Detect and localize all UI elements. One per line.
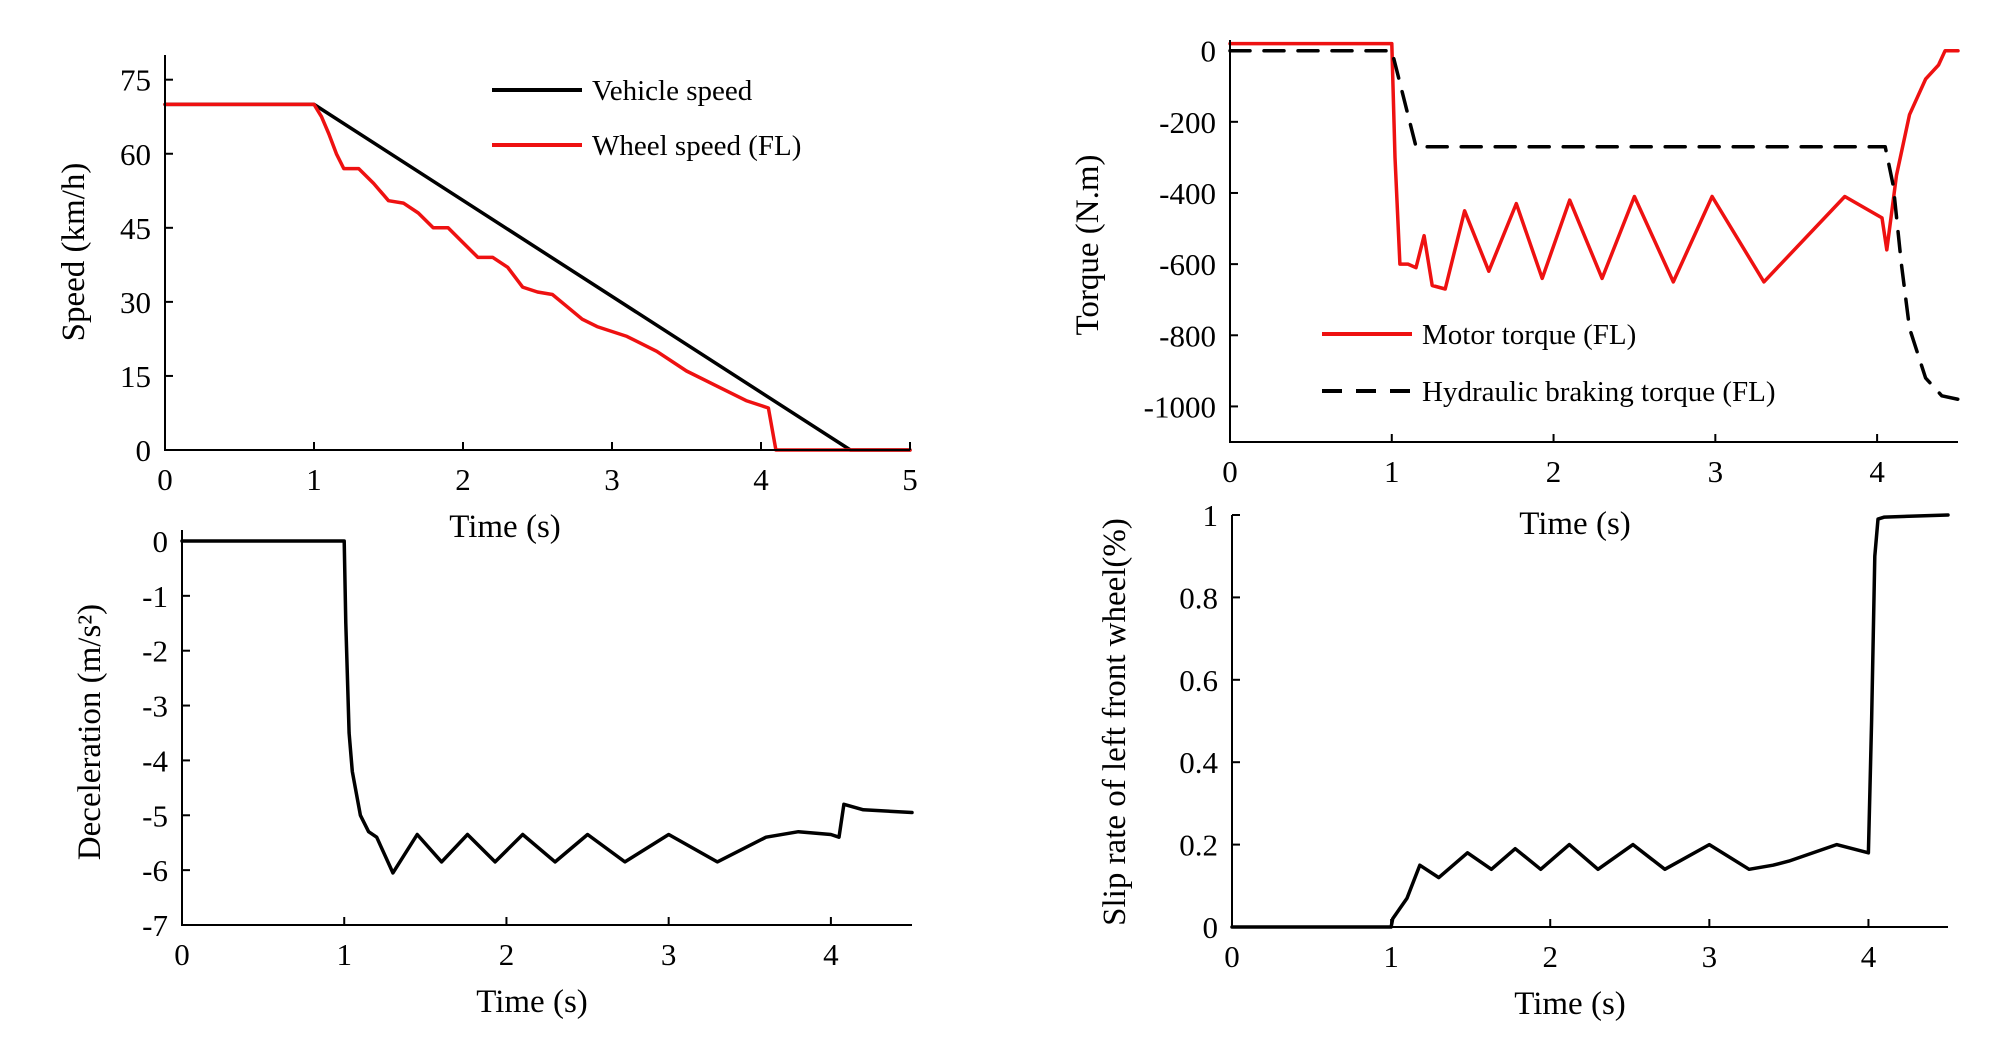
slip-y-tick-label: 0	[1203, 910, 1219, 945]
speed-legend: Vehicle speed Wheel speed (FL)	[492, 75, 801, 162]
slip-x-tick-label: 4	[1861, 939, 1877, 974]
speed-x-tick-label: 3	[604, 462, 620, 497]
slip-x-tick-label: 0	[1224, 939, 1240, 974]
speed-y-tick-label: 0	[136, 433, 152, 468]
legend-label-hydraulic-torque: Hydraulic braking torque (FL)	[1422, 376, 1776, 408]
torque-x-tick-label: 2	[1546, 454, 1562, 489]
slip-y-tick-label: 0.4	[1179, 745, 1218, 780]
deceleration-x-tick-label: 3	[661, 937, 677, 972]
torque-y-tick-label: -200	[1159, 105, 1216, 140]
deceleration-y-tick-label: -1	[142, 579, 168, 614]
torque-x-tick-label: 3	[1708, 454, 1724, 489]
torque-series	[1228, 41, 1960, 402]
legend-label-motor-torque: Motor torque (FL)	[1422, 319, 1636, 351]
deceleration-y-tick-label: -7	[142, 908, 168, 943]
deceleration-x-ticks: 0 1 2 3 4	[174, 917, 839, 972]
deceleration-series	[180, 539, 914, 875]
slip-x-tick-label: 3	[1702, 939, 1718, 974]
speed-axes	[164, 55, 910, 451]
torque-y-tick-label: -400	[1159, 176, 1216, 211]
deceleration-y-tick-label: 0	[153, 524, 169, 559]
deceleration-x-tick-label: 2	[499, 937, 515, 972]
torque-x-tick-label: 1	[1384, 454, 1400, 489]
slip-rate-axes	[1231, 515, 1948, 928]
torque-x-tick-label: 4	[1869, 454, 1885, 489]
speed-x-axis-label: Time (s)	[449, 509, 561, 545]
slip-rate-x-axis-label: Time (s)	[1514, 986, 1626, 1022]
slip-rate-chart: 0 1 2 3 4 0 0.2 0.4 0.6 0.8 1 Time (s) Slip rate …	[1097, 498, 1950, 1022]
deceleration-y-tick-label: -5	[142, 798, 168, 833]
slip-rate-series	[1230, 513, 1950, 929]
deceleration-axes	[181, 530, 912, 926]
slip-rate-y-axis-label: Slip rate of left front wheel(%)	[1097, 518, 1133, 926]
slip-x-tick-label: 2	[1542, 939, 1558, 974]
speed-x-tick-label: 1	[306, 462, 322, 497]
deceleration-x-tick-label: 0	[174, 937, 190, 972]
torque-series-line-1	[1228, 48, 1960, 402]
slip-y-tick-label: 0.8	[1179, 580, 1218, 615]
deceleration-y-tick-label: -4	[142, 743, 168, 778]
deceleration-chart: 0 1 2 3 4 0 -1 -2 -3 -4 -5 -6 -7 Time (s) Decelerat…	[72, 524, 914, 1020]
slip-y-tick-label: 0.2	[1179, 828, 1218, 863]
speed-x-tick-label: 2	[455, 462, 471, 497]
deceleration-y-axis-label: Deceleration (m/s²)	[72, 604, 108, 860]
deceleration-x-tick-label: 4	[823, 937, 839, 972]
speed-y-ticks: 0 15 30 45 60 75	[120, 63, 173, 468]
speed-y-tick-label: 15	[120, 359, 151, 394]
deceleration-y-tick-label: -6	[142, 853, 168, 888]
speed-x-tick-label: 4	[753, 462, 769, 497]
slip-rate-x-ticks: 0 1 2 3 4	[1224, 919, 1877, 974]
torque-x-axis-label: Time (s)	[1519, 506, 1631, 542]
torque-y-tick-label: -800	[1159, 318, 1216, 353]
deceleration-x-tick-label: 1	[336, 937, 352, 972]
legend-label-wheel-speed: Wheel speed (FL)	[592, 130, 801, 162]
slip-y-tick-label: 0.6	[1179, 663, 1218, 698]
torque-y-tick-label: -1000	[1144, 389, 1216, 424]
deceleration-series-line-0	[180, 539, 914, 875]
speed-y-tick-label: 45	[120, 211, 151, 246]
speed-series-line-1	[163, 102, 912, 452]
slip-series-line-0	[1230, 513, 1950, 929]
speed-x-ticks: 0 1 2 3 4 5	[157, 442, 918, 497]
speed-x-tick-label: 0	[157, 462, 173, 497]
deceleration-y-tick-label: -3	[142, 689, 168, 724]
torque-y-tick-label: 0	[1201, 34, 1217, 69]
speed-y-axis-label: Speed (km/h)	[56, 163, 92, 342]
torque-series-line-0	[1228, 41, 1960, 291]
deceleration-y-tick-label: -2	[142, 634, 168, 669]
torque-legend: Motor torque (FL) Hydraulic braking torq…	[1322, 319, 1776, 408]
torque-y-ticks: 0 -200 -400 -600 -800 -1000	[1144, 34, 1238, 424]
slip-y-tick-label: 1	[1203, 498, 1219, 533]
speed-x-tick-label: 5	[902, 462, 918, 497]
torque-x-tick-label: 0	[1222, 454, 1238, 489]
torque-y-axis-label: Torque (N.m)	[1070, 155, 1106, 336]
speed-y-tick-label: 30	[120, 285, 151, 320]
slip-rate-y-ticks: 0 0.2 0.4 0.6 0.8 1	[1179, 498, 1240, 945]
speed-y-tick-label: 75	[120, 63, 151, 98]
deceleration-x-axis-label: Time (s)	[476, 984, 588, 1020]
torque-x-ticks: 0 1 2 3 4	[1222, 434, 1885, 489]
speed-y-tick-label: 60	[120, 137, 151, 172]
torque-y-tick-label: -600	[1159, 247, 1216, 282]
legend-label-vehicle-speed: Vehicle speed	[592, 75, 753, 107]
deceleration-y-ticks: 0 -1 -2 -3 -4 -5 -6 -7	[142, 524, 190, 943]
slip-x-tick-label: 1	[1383, 939, 1399, 974]
